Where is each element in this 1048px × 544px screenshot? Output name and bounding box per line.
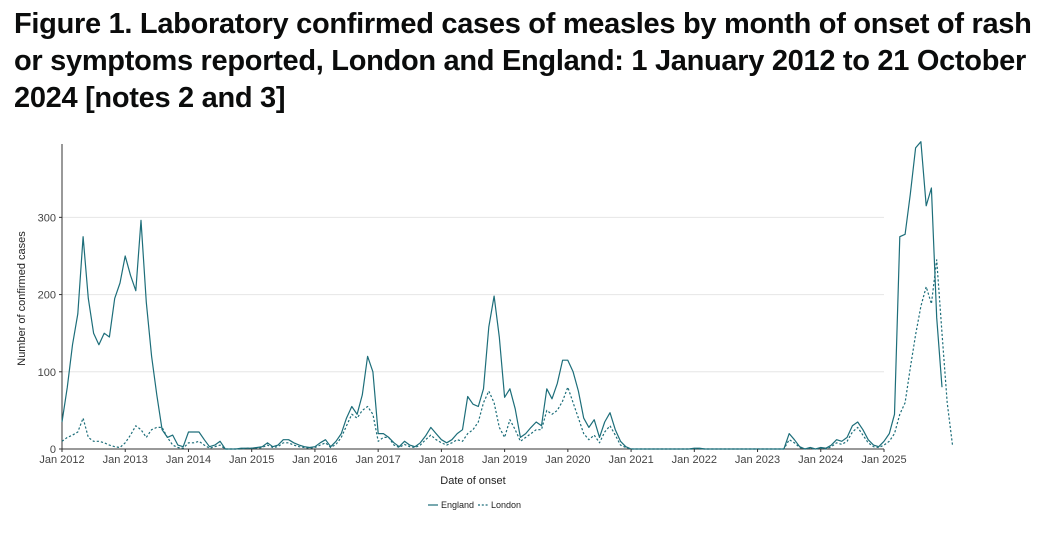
- gridlines: [62, 216, 884, 373]
- x-tick-label: Jan 2022: [672, 454, 717, 466]
- y-axis-ticks: 0 100 200 300: [38, 212, 62, 456]
- y-tick-label: 200: [38, 290, 56, 302]
- x-tick-label: Jan 2020: [545, 454, 590, 466]
- legend-label-england: England: [441, 500, 474, 510]
- x-tick-label: Jan 2018: [419, 454, 464, 466]
- y-tick-label: 0: [50, 444, 56, 456]
- x-tick-label: Jan 2016: [292, 454, 337, 466]
- x-tick-label: Jan 2013: [103, 454, 148, 466]
- x-tick-label: Jan 2024: [798, 454, 843, 466]
- y-tick-label: 300: [38, 212, 56, 224]
- y-axis-title: Number of confirmed cases: [16, 231, 28, 366]
- x-axis-ticks: Jan 2012 Jan 2013 Jan 2014 Jan 2015 Jan 2016…: [39, 449, 907, 466]
- legend-label-london: London: [491, 500, 521, 510]
- x-tick-label: Jan 2015: [229, 454, 274, 466]
- legend: England London: [428, 500, 521, 510]
- x-tick-label: Jan 2017: [356, 454, 401, 466]
- y-tick-label: 100: [38, 367, 56, 379]
- x-axis-title: Date of onset: [440, 475, 505, 487]
- series-line-england: [61, 141, 943, 450]
- x-tick-label: Jan 2021: [608, 454, 653, 466]
- x-tick-label: Jan 2014: [166, 454, 211, 466]
- series-lines: [61, 141, 954, 450]
- x-tick-label: Jan 2025: [861, 454, 906, 466]
- x-tick-label: Jan 2012: [39, 454, 84, 466]
- figure-title: Figure 1. Laboratory confirmed cases of …: [14, 8, 1032, 114]
- series-line-london: [61, 259, 954, 450]
- x-tick-label: Jan 2019: [482, 454, 527, 466]
- x-tick-label: Jan 2023: [735, 454, 780, 466]
